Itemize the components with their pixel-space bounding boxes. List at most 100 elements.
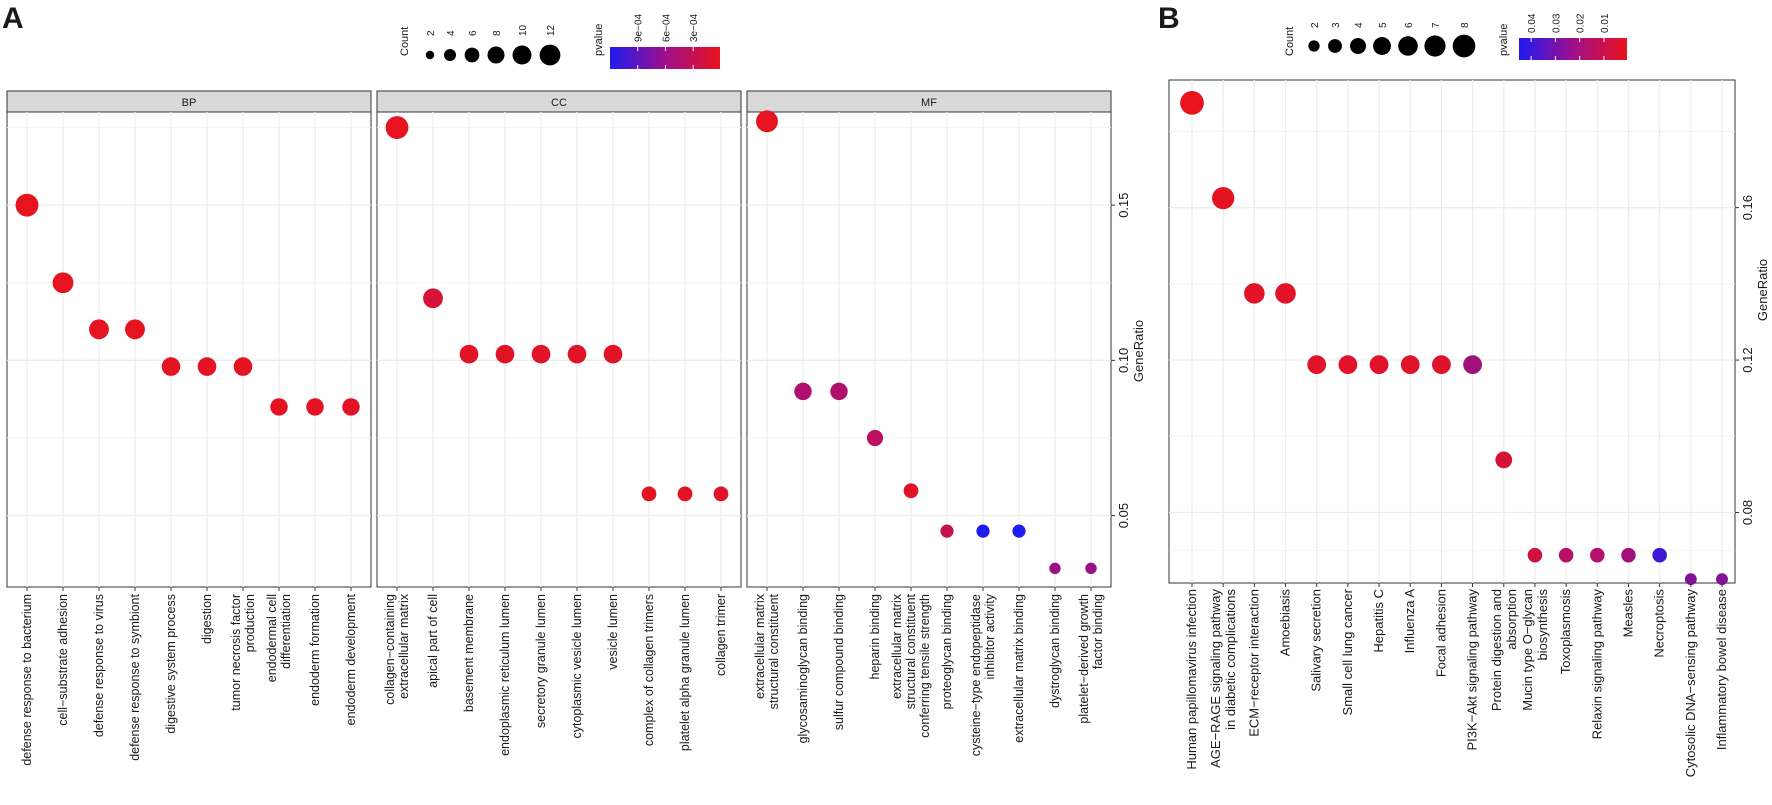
count-legend-dot — [487, 46, 505, 64]
colorbar-label: 3e−04 — [689, 13, 700, 42]
data-point — [794, 382, 812, 401]
x-tick-label: proteoglycan binding — [940, 594, 954, 709]
facet-bp: BP defense response to bacterium cell−subs… — [6, 90, 372, 766]
count-legend-dot — [1452, 34, 1476, 58]
count-legend-label: 12 — [546, 24, 557, 36]
x-tick-label-line: collagen trimer — [714, 594, 728, 676]
data-point — [531, 344, 551, 364]
x-tick-label-line: Influenza A — [1402, 589, 1417, 654]
x-tick-label-line: structural constituent — [767, 593, 781, 709]
x-tick-label: Measles — [1620, 589, 1635, 638]
x-tick-label-line: endoderm formation — [308, 594, 322, 706]
x-tick-label-line: heparin binding — [868, 594, 882, 680]
legend-a: Count 2 4 6 8 10 12 pvalue 9e−04 6e−04 3e−04 — [399, 13, 720, 69]
y-tick-label: 0.16 — [1740, 195, 1755, 220]
x-tick-label: secretory granule lumen — [534, 594, 548, 728]
x-tick-label: Toxoplasmosis — [1558, 589, 1573, 675]
x-tick-label-line: cysteine−type endopeptidase — [969, 594, 983, 756]
x-tick-label-line: endoplasmic reticulum lumen — [498, 594, 512, 756]
x-tick-label-line: production — [243, 594, 257, 652]
x-tick-label-line: Inflammatory bowel disease — [1714, 589, 1729, 750]
y-axis-a: 0.05 0.10 0.15 — [1111, 192, 1131, 528]
x-tick-label: defense response to virus — [92, 594, 106, 737]
count-legend-label: 6 — [468, 30, 479, 36]
x-tick-label-line: collagen−containing — [383, 594, 397, 705]
x-tick-label-line: Toxoplasmosis — [1558, 589, 1573, 675]
x-tick-label: complex of collagen trimers — [642, 594, 656, 746]
y-axis-title-a: GeneRatio — [1131, 320, 1146, 382]
data-point — [940, 524, 954, 538]
count-legend-label: 7 — [1431, 22, 1442, 28]
x-tick-label: vesicle lumen — [606, 594, 620, 670]
data-point — [976, 524, 990, 538]
data-point — [1244, 283, 1265, 304]
data-point — [1400, 355, 1420, 375]
x-tick-label-line: apical part of cell — [426, 594, 440, 688]
colorbar-label: 0.02 — [1576, 13, 1587, 33]
data-point — [161, 357, 181, 376]
facet-plot-area — [746, 111, 1112, 588]
pvalue-legend-title-b: pvalue — [1498, 24, 1510, 56]
x-tick-label-line: Relaxin signaling pathway — [1589, 589, 1604, 740]
x-tick-label-line: basement membrane — [462, 594, 476, 712]
x-tick-label: endodermal celldifferentiation — [265, 594, 293, 682]
panel-label-b: B — [1158, 2, 1180, 35]
data-point — [1275, 283, 1296, 304]
x-tick-label: dystroglycan binding — [1048, 594, 1062, 708]
data-point — [1012, 524, 1026, 538]
data-point — [1527, 547, 1543, 563]
x-tick-label-line: defense response to symbiont — [128, 593, 142, 760]
count-legend-label: 2 — [1310, 22, 1321, 28]
count-legend-title-a: Count — [399, 27, 411, 56]
x-tick-label-line: Salivary secretion — [1309, 589, 1324, 692]
data-point — [495, 344, 515, 364]
data-point — [1369, 355, 1389, 375]
data-point — [713, 486, 729, 502]
x-tick-label-line: inhibitor activity — [983, 593, 997, 679]
count-legend-dot — [444, 49, 456, 61]
facet-strip-label: CC — [551, 97, 567, 109]
count-legend-label: 4 — [1354, 22, 1365, 28]
facet-plot-area — [376, 111, 742, 588]
facet-plot-area — [6, 111, 372, 588]
x-tick-label-line: vesicle lumen — [606, 594, 620, 670]
count-legend-label: 8 — [492, 30, 503, 36]
count-legend-label: 8 — [1460, 22, 1471, 28]
x-tick-label-line: sulfur compound binding — [832, 594, 846, 730]
count-legend-dot — [1350, 38, 1366, 54]
y-tick-label: 0.10 — [1116, 348, 1131, 373]
x-tick-label-line: in diabetic complications — [1223, 589, 1238, 730]
x-tick-label-line: cell−substrate adhesion — [56, 594, 70, 726]
count-legend-label: 5 — [1378, 22, 1389, 28]
x-tick-label: cytoplasmic vesicle lumen — [570, 594, 584, 739]
data-point — [89, 319, 109, 340]
x-tick-label-line: digestion — [200, 594, 214, 644]
y-tick-label: 0.08 — [1740, 500, 1755, 525]
panel-label-a: A — [2, 2, 24, 35]
count-legend-dot — [1308, 40, 1320, 52]
x-tick-label-line: Measles — [1620, 589, 1635, 638]
x-tick-label: Focal adhesion — [1433, 589, 1448, 677]
x-tick-label-line: Small cell lung cancer — [1340, 588, 1355, 715]
data-point — [603, 344, 623, 364]
data-point — [1085, 562, 1097, 575]
data-point — [1590, 547, 1605, 563]
count-legend-label: 10 — [518, 24, 529, 36]
facet-strip-label: MF — [921, 97, 937, 109]
y-axis-title-b: GeneRatio — [1755, 259, 1770, 321]
pvalue-colorbar-b — [1519, 38, 1627, 60]
y-axis-b: 0.08 0.12 0.16 — [1735, 195, 1755, 525]
x-tick-label: Influenza A — [1402, 589, 1417, 654]
x-tick-label: defense response to symbiont — [128, 593, 142, 760]
data-point — [423, 288, 443, 309]
x-tick-label-line: Amoebiasis — [1278, 589, 1293, 657]
x-tick-label-line: defense response to virus — [92, 594, 106, 737]
x-tick-label-line: tumor necrosis factor — [229, 594, 243, 711]
count-legend-dot — [1373, 37, 1391, 55]
x-tick-label-line: endodermal cell — [265, 594, 279, 682]
x-tick-label: digestion — [200, 594, 214, 644]
data-point — [641, 486, 657, 502]
x-tick-label: endoderm formation — [308, 594, 322, 706]
count-legend-label: 4 — [446, 30, 457, 36]
